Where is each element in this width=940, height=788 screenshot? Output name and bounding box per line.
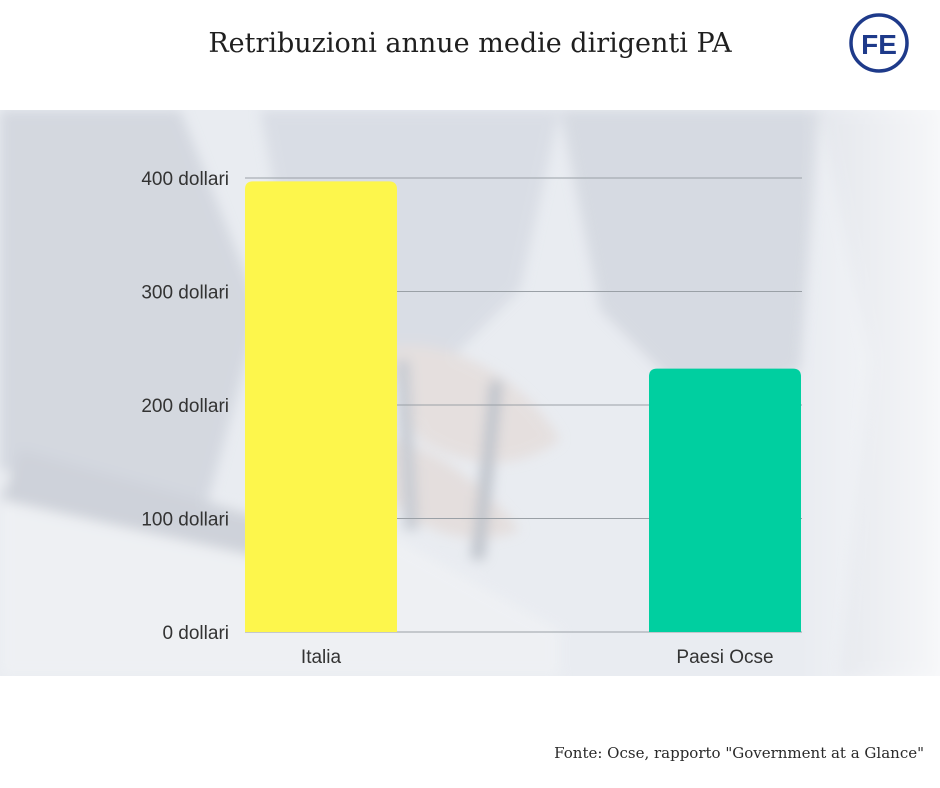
fe-logo-text: FE [861, 29, 897, 60]
y-axis-tick-labels: 0 dollari 100 dollari 200 dollari 300 dolla… [141, 169, 229, 644]
fe-logo: FE [849, 13, 909, 73]
bars [245, 181, 801, 632]
x-tick-label: Paesi Ocse [676, 647, 773, 668]
y-tick-label: 100 dollari [141, 510, 229, 531]
y-tick-label: 0 dollari [162, 623, 229, 644]
y-tick-label: 400 dollari [141, 169, 229, 190]
source-note: Fonte: Ocse, rapporto "Government at a G… [554, 744, 924, 762]
x-axis-tick-labels: Italia Paesi Ocse [301, 647, 774, 668]
bar-italia [245, 181, 397, 632]
y-tick-label: 300 dollari [141, 283, 229, 304]
page-title: Retribuzioni annue medie dirigenti PA [208, 28, 732, 59]
background-photo [0, 110, 940, 676]
x-tick-label: Italia [301, 647, 342, 668]
bar-paesi-ocse [649, 368, 801, 632]
y-tick-label: 200 dollari [141, 396, 229, 417]
